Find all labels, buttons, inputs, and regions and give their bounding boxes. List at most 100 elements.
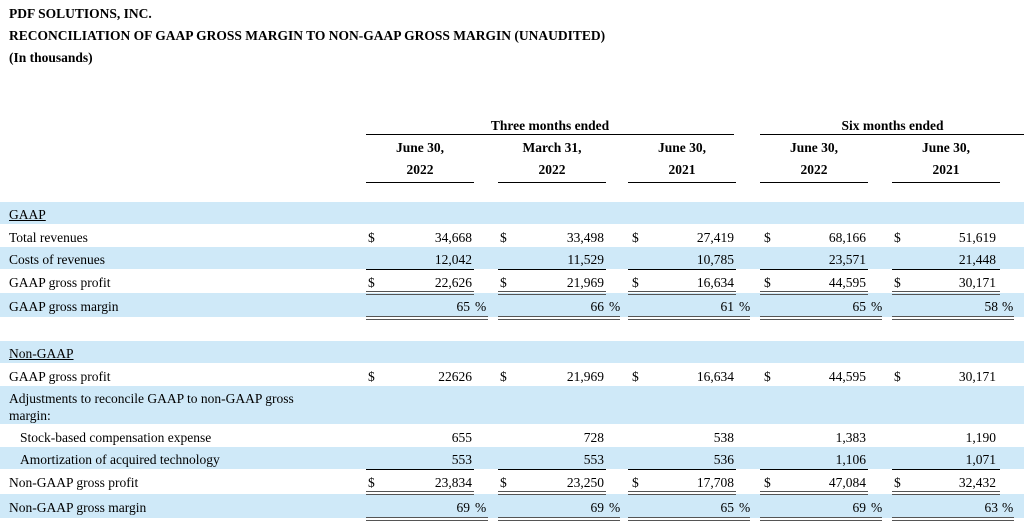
cell-value: 30,171 [958, 369, 996, 384]
cell-value: 47,084 [828, 475, 866, 490]
row-label: Non-GAAP gross profit [9, 475, 139, 490]
row-label: Costs of revenues [9, 252, 105, 267]
col3-year: 2021 [668, 162, 696, 177]
percent-sign: % [871, 299, 883, 314]
company-name: PDF SOLUTIONS, INC. [9, 6, 152, 21]
cell-value: 30,171 [958, 275, 996, 290]
cell-value: 58 [984, 299, 999, 314]
dollar-sign: $ [894, 369, 901, 384]
group-underline-three-months [366, 134, 734, 135]
dollar-sign: $ [632, 275, 639, 290]
cell-value: 68,166 [828, 230, 866, 245]
dollar-sign: $ [368, 230, 375, 245]
percent-sign: % [609, 500, 621, 515]
cell-value: 69 [590, 500, 605, 515]
dollar-sign: $ [500, 369, 507, 384]
cell-value: 21,448 [958, 252, 996, 267]
subtotal-rule [892, 269, 1000, 270]
table-row: Costs of revenues 12,042 11,529 10,785 2… [0, 247, 1024, 270]
table-row: GAAP gross margin 65 % 66 % 61 % 65 % 58… [0, 294, 1024, 317]
group-header-three-months: Three months ended [490, 118, 610, 133]
cell-value: 27,419 [696, 230, 734, 245]
percent-sign: % [475, 500, 487, 515]
col5-date: June 30, [921, 140, 970, 155]
cell-value: 553 [583, 452, 604, 467]
dollar-sign: $ [368, 275, 375, 290]
cell-value: 17,708 [696, 475, 734, 490]
subtotal-rule [760, 469, 868, 470]
dollar-sign: $ [764, 369, 771, 384]
cell-value: 16,634 [696, 275, 734, 290]
cell-value: 65 [720, 500, 735, 515]
total-double-rule [628, 316, 750, 320]
total-double-rule [628, 517, 750, 521]
cell-value: 1,383 [835, 430, 866, 445]
table-row: GAAP gross profit $ 22626 $ 21,969 $ 16,… [0, 364, 1024, 387]
cell-value: 23,571 [828, 252, 866, 267]
units-note: (In thousands) [9, 50, 93, 65]
band-amortization [0, 447, 1024, 469]
cell-value: 51,619 [958, 230, 996, 245]
subtotal-rule [628, 469, 736, 470]
col1-year: 2022 [406, 162, 434, 177]
dollar-sign: $ [894, 475, 901, 490]
cell-value: 11,529 [567, 252, 604, 267]
table-row: Stock-based compensation expense 655 728… [0, 425, 1024, 448]
cell-value: 536 [713, 452, 734, 467]
cell-value: 23,834 [434, 475, 472, 490]
row-label: margin: [9, 408, 51, 423]
cell-value: 22626 [438, 369, 472, 384]
subtotal-rule [498, 269, 606, 270]
band-nongaap-header [0, 341, 1024, 363]
report-title: RECONCILIATION OF GAAP GROSS MARGIN TO N… [9, 28, 606, 43]
cell-value: 69 [852, 500, 867, 515]
total-double-rule [366, 316, 488, 320]
cell-value: 23,250 [566, 475, 604, 490]
percent-sign: % [1002, 299, 1014, 314]
total-double-rule [498, 316, 620, 320]
dollar-sign: $ [368, 369, 375, 384]
subtotal-rule [366, 269, 474, 270]
group-underline-six-months [760, 134, 1024, 135]
band-nongaap-margin [0, 494, 1024, 518]
row-label: Amortization of acquired technology [20, 452, 220, 467]
percent-sign: % [1002, 500, 1014, 515]
col4-year: 2022 [800, 162, 828, 177]
row-label: Adjustments to reconcile GAAP to non-GAA… [9, 391, 294, 406]
col2-year: 2022 [538, 162, 566, 177]
subtotal-rule [498, 469, 606, 470]
cell-value: 655 [451, 430, 472, 445]
nongaap-section-label: Non-GAAP [9, 346, 74, 361]
col2-header-rule [498, 182, 606, 183]
subtotal-rule [628, 269, 736, 270]
subtotal-rule [760, 269, 868, 270]
cell-value: 1,071 [965, 452, 996, 467]
total-double-rule [760, 291, 868, 295]
col1-header-rule [366, 182, 474, 183]
total-double-rule [892, 491, 1000, 495]
cell-value: 22,626 [434, 275, 472, 290]
percent-sign: % [475, 299, 487, 314]
gaap-section-row: GAAP [0, 202, 1024, 225]
percent-sign: % [609, 299, 621, 314]
col5-header-rule [892, 182, 1000, 183]
dollar-sign: $ [764, 230, 771, 245]
cell-value: 63 [984, 500, 999, 515]
gaap-section-label: GAAP [9, 207, 46, 222]
dollar-sign: $ [764, 275, 771, 290]
cell-value: 1,106 [835, 452, 866, 467]
total-double-rule [498, 291, 606, 295]
cell-value: 65 [852, 299, 867, 314]
total-double-rule [760, 517, 882, 521]
row-label: Non-GAAP gross margin [9, 500, 147, 515]
cell-value: 1,190 [965, 430, 996, 445]
cell-value: 32,432 [958, 475, 996, 490]
cell-value: 69 [456, 500, 471, 515]
row-label: Stock-based compensation expense [20, 430, 212, 445]
cell-value: 10,785 [696, 252, 734, 267]
cell-value: 728 [583, 430, 604, 445]
band-costs [0, 247, 1024, 269]
total-double-rule [760, 316, 882, 320]
total-double-rule [366, 517, 488, 521]
cell-value: 538 [713, 430, 734, 445]
